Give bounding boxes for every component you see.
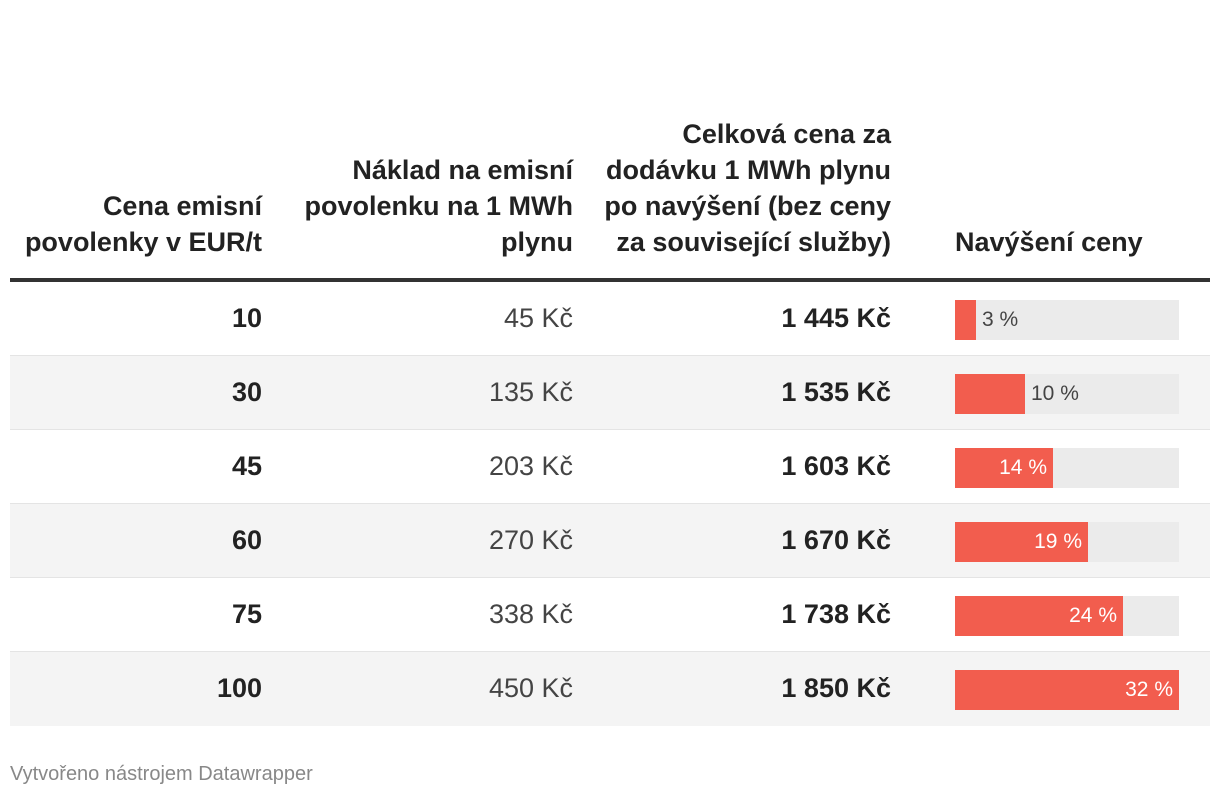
increase-bar-track: 24 % — [955, 596, 1179, 636]
cell-price: 60 — [231, 525, 262, 555]
cell-price: 100 — [216, 673, 262, 703]
increase-bar — [955, 448, 1053, 488]
cell-total: 1 850 Kč — [781, 673, 891, 703]
cell-cost: 270 Kč — [488, 525, 573, 555]
cell-price: 45 — [231, 451, 262, 481]
table-row: 75 338 Kč 1 738 Kč 24 % — [10, 578, 1210, 652]
table-row: 30 135 Kč 1 535 Kč 10 % — [10, 356, 1210, 430]
cell-cost: 450 Kč — [488, 673, 573, 703]
column-header-cost[interactable]: Náklad na emisní povolenku na 1 MWh plyn… — [304, 155, 573, 257]
cell-price: 75 — [231, 599, 262, 629]
table-row: 45 203 Kč 1 603 Kč 14 % — [10, 430, 1210, 504]
cell-total: 1 445 Kč — [781, 303, 891, 333]
increase-bar-track: 3 % — [955, 300, 1179, 340]
cell-total: 1 603 Kč — [781, 451, 891, 481]
increase-bar — [955, 596, 1123, 636]
table-row: 10 45 Kč 1 445 Kč 3 % — [10, 282, 1210, 356]
increase-bar-track: 14 % — [955, 448, 1179, 488]
cell-total: 1 670 Kč — [781, 525, 891, 555]
table-body: 10 45 Kč 1 445 Kč 3 % 30 135 Kč 1 535 Kč 10 % 45… — [10, 282, 1210, 726]
column-header-increase[interactable]: Navýšení ceny — [955, 227, 1143, 257]
increase-label: 24 % — [1069, 604, 1117, 627]
increase-bar-track: 32 % — [955, 670, 1179, 710]
increase-label: 10 % — [1031, 382, 1079, 405]
cell-cost: 45 Kč — [503, 303, 573, 333]
column-header-total[interactable]: Celková cena za dodávku 1 MWh plynu po n… — [604, 119, 891, 257]
increase-bar — [955, 300, 976, 340]
table-row: 100 450 Kč 1 850 Kč 32 % — [10, 652, 1210, 726]
credit-footer: Vytvořeno nástrojem Datawrapper — [10, 763, 313, 785]
cell-cost: 135 Kč — [488, 377, 573, 407]
increase-bar — [955, 522, 1088, 562]
data-table: Cena emisní povolenky v EUR/t Náklad na … — [10, 0, 1210, 726]
increase-label: 19 % — [1034, 530, 1082, 553]
increase-label: 14 % — [999, 456, 1047, 479]
cell-cost: 203 Kč — [488, 451, 573, 481]
increase-bar-track: 19 % — [955, 522, 1179, 562]
cell-total: 1 535 Kč — [781, 377, 891, 407]
cell-price: 10 — [231, 303, 262, 333]
increase-bar — [955, 670, 1179, 710]
table-header: Cena emisní povolenky v EUR/t Náklad na … — [10, 0, 1210, 282]
increase-bar — [955, 374, 1025, 414]
table-row: 60 270 Kč 1 670 Kč 19 % — [10, 504, 1210, 578]
column-header-price[interactable]: Cena emisní povolenky v EUR/t — [24, 191, 262, 257]
increase-label: 32 % — [1125, 678, 1173, 701]
cell-cost: 338 Kč — [488, 599, 573, 629]
cell-price: 30 — [231, 377, 262, 407]
increase-bar-track: 10 % — [955, 374, 1179, 414]
increase-label: 3 % — [982, 308, 1019, 331]
cell-total: 1 738 Kč — [781, 599, 891, 629]
